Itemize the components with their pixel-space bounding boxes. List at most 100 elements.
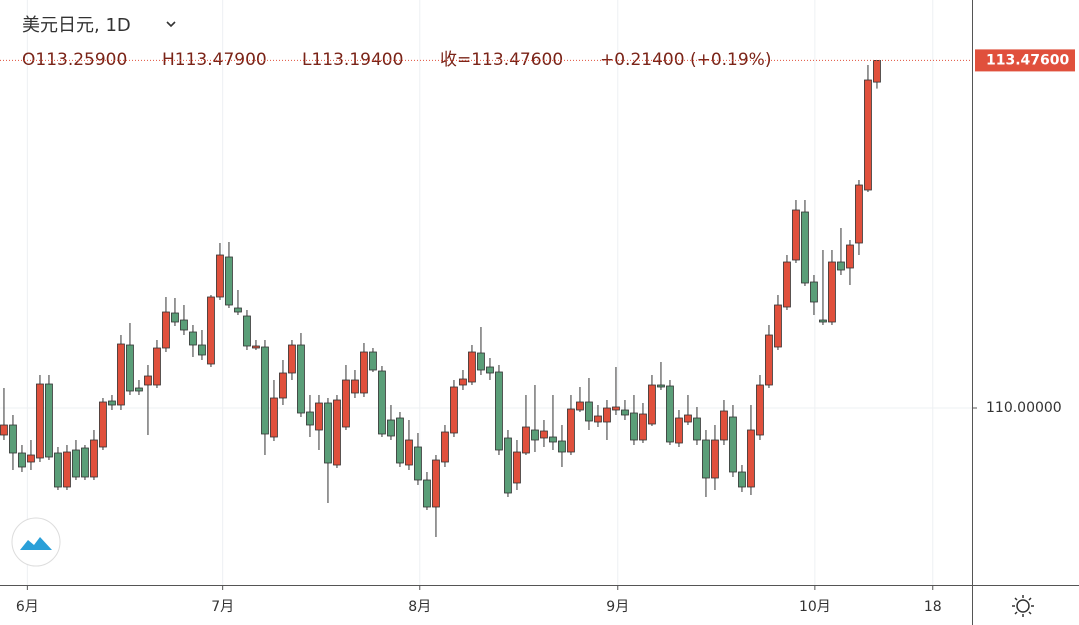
candle-body [558, 440, 566, 453]
candle-body [171, 312, 179, 323]
candle-body [630, 412, 638, 441]
candle-body [144, 375, 152, 386]
candle-body [162, 311, 170, 349]
x-tick-label: 9月 [606, 599, 629, 615]
candle-body [423, 479, 431, 508]
candle-body [432, 459, 440, 508]
candle-body [99, 401, 107, 448]
candle-body [45, 383, 53, 458]
sun-core [1016, 599, 1030, 613]
candle-body [297, 344, 305, 414]
logo-icon [20, 537, 52, 550]
candle-body [531, 429, 539, 441]
candle-body [774, 304, 782, 348]
y-tick-label: 110.00000 [986, 400, 1062, 416]
candle-body [648, 384, 656, 425]
settings-icon[interactable] [1012, 595, 1034, 617]
candle-body [54, 452, 62, 488]
candle-body [711, 439, 719, 479]
low-label: L113.19400 [302, 50, 403, 70]
candle-body [27, 454, 35, 463]
candle-body [846, 244, 854, 269]
candle-body [441, 431, 449, 463]
candle-body [801, 211, 809, 284]
candle-body [324, 402, 332, 464]
candle-body [684, 414, 692, 423]
candle-body [405, 439, 413, 466]
candle-body [828, 261, 836, 323]
candle-body [126, 344, 134, 392]
candle-body [207, 296, 215, 365]
candle-body [261, 346, 269, 435]
candle-body [315, 402, 323, 431]
candle-body [243, 315, 251, 347]
candle-body [189, 331, 197, 346]
candle-body [396, 417, 404, 464]
candle-body [225, 256, 233, 306]
candle-body [756, 384, 764, 436]
candle-body [414, 446, 422, 481]
candle-body [486, 366, 494, 374]
candle-body [288, 344, 296, 374]
x-tick-label: 8月 [408, 599, 431, 615]
candle-body [639, 413, 647, 441]
candle-body [855, 184, 863, 244]
candle-body [306, 411, 314, 426]
candle-body [594, 415, 602, 423]
candle-body [234, 307, 242, 313]
candle-body [612, 406, 620, 411]
candle-body [477, 352, 485, 371]
candle-body [108, 400, 116, 406]
candle-body [252, 345, 260, 349]
candle-body [621, 409, 629, 416]
candle-body [90, 439, 98, 478]
chart-title: 美元日元, 1D [22, 15, 131, 36]
candle-body [738, 471, 746, 488]
candle-body [153, 347, 161, 386]
dropdown-icon[interactable] [166, 21, 176, 28]
candle-body [837, 261, 845, 271]
logo[interactable] [11, 517, 61, 567]
candle-body [576, 401, 584, 411]
candle-body [819, 319, 827, 323]
candle-body [567, 408, 575, 453]
high-label: H113.47900 [162, 50, 267, 70]
candle-body [459, 378, 467, 386]
candle-body [810, 281, 818, 303]
candle-body [864, 79, 872, 191]
candle-body [72, 449, 80, 478]
candle-body [180, 319, 188, 331]
candles [0, 60, 881, 537]
candle-body [702, 439, 710, 479]
candle-body [117, 343, 125, 406]
candle-body [495, 371, 503, 451]
last-price-box [975, 49, 1075, 72]
candle-body [351, 379, 359, 394]
candle-body [135, 387, 143, 392]
candle-body [693, 417, 701, 441]
x-tick-label: 18 [924, 599, 942, 615]
candle-body [603, 407, 611, 423]
candle-body [504, 437, 512, 494]
x-tick-label: 10月 [799, 599, 831, 615]
candle-body [540, 430, 548, 439]
last-price-label: 113.47600 [986, 52, 1070, 68]
candle-body [333, 399, 341, 466]
candle-body [585, 401, 593, 422]
candle-body [468, 351, 476, 383]
candle-body [0, 424, 8, 436]
candle-body [360, 351, 368, 394]
open-label: O113.25900 [22, 50, 127, 70]
logo-circle[interactable] [11, 517, 61, 567]
candle-body [387, 419, 395, 437]
candle-body [369, 351, 377, 371]
candle-body [549, 436, 557, 443]
candle-body [36, 383, 44, 459]
candle-body [666, 385, 674, 443]
candle-body [216, 254, 224, 298]
candle-body [450, 386, 458, 434]
candle-body [378, 370, 386, 435]
candle-body [81, 447, 89, 478]
change-label: +0.21400 (+0.19%) [600, 50, 771, 70]
